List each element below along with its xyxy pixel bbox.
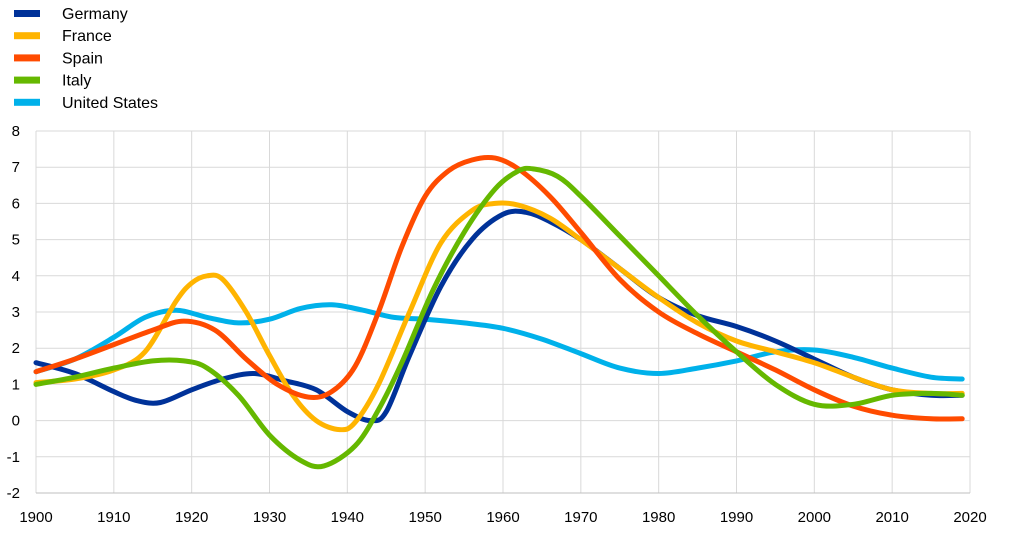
legend-swatch <box>14 54 40 62</box>
legend-label: Spain <box>62 50 103 67</box>
y-axis: 8 7 6 5 4 3 2 1 0 -1 -2 <box>7 123 20 502</box>
x-tick-label: 1900 <box>19 509 52 526</box>
series-line-united-states <box>33 302 965 382</box>
x-tick-label: 2020 <box>953 509 986 526</box>
legend-label: France <box>62 28 112 45</box>
legend-label: Italy <box>62 73 91 90</box>
legend-swatch <box>14 32 40 40</box>
y-tick-label: 7 <box>12 159 20 176</box>
legend-swatch <box>14 76 40 84</box>
x-tick-label: 1990 <box>720 509 753 526</box>
legend-swatch <box>14 98 40 106</box>
series-line-spain <box>33 154 965 422</box>
x-tick-label: 1940 <box>331 509 364 526</box>
legend-swatch <box>14 10 40 17</box>
x-tick-label: 1910 <box>97 509 130 526</box>
legend-label: Germany <box>62 6 128 23</box>
grid <box>35 130 971 494</box>
y-tick-label: 2 <box>12 340 20 357</box>
x-tick-label: 1930 <box>253 509 286 526</box>
x-tick-label: 1920 <box>175 509 208 526</box>
x-tick-label: 1980 <box>642 509 675 526</box>
x-tick-label: 1970 <box>564 509 597 526</box>
y-tick-label: 3 <box>12 304 20 321</box>
legend-label: United States <box>62 95 158 112</box>
series-line-germany <box>33 208 965 424</box>
y-tick-label: 5 <box>12 232 20 249</box>
series-line-france <box>33 200 965 433</box>
series-lines <box>33 154 965 470</box>
y-tick-label: -2 <box>7 485 20 502</box>
y-tick-label: -1 <box>7 449 20 466</box>
x-tick-label: 1950 <box>408 509 441 526</box>
y-tick-label: 0 <box>12 413 20 430</box>
y-tick-label: 8 <box>12 123 20 140</box>
legend: Germany France Spain Italy United States <box>14 6 158 112</box>
x-tick-label: 1960 <box>486 509 519 526</box>
x-tick-label: 2000 <box>798 509 831 526</box>
x-tick-label: 2010 <box>875 509 908 526</box>
y-tick-label: 6 <box>12 195 20 212</box>
x-axis: 1900 1910 1920 1930 1940 1950 1960 1970 1980 1990… <box>19 509 986 526</box>
series-line-italy <box>33 165 965 470</box>
y-tick-label: 4 <box>12 268 20 285</box>
y-tick-label: 1 <box>12 376 20 393</box>
